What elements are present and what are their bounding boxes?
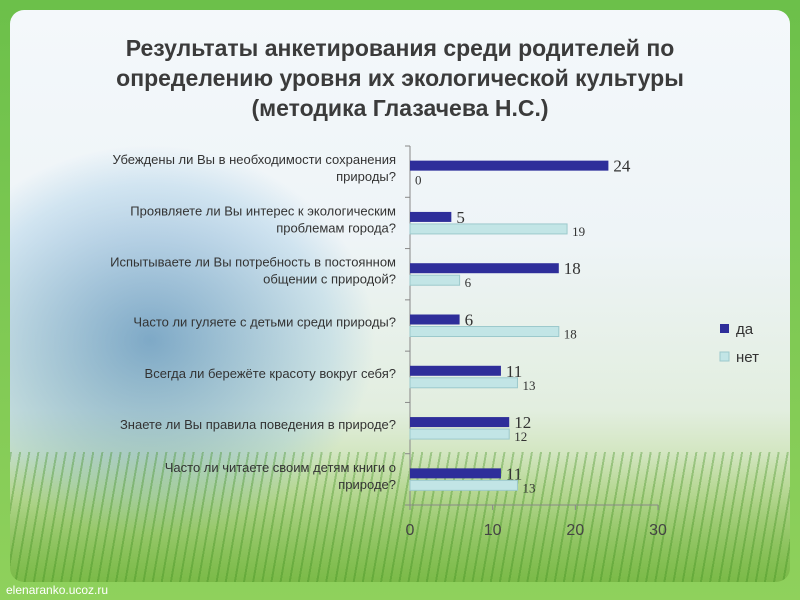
bar-yes <box>410 365 501 376</box>
data-label-no: 18 <box>564 327 577 342</box>
data-label-yes: 12 <box>514 413 531 432</box>
data-label-yes: 11 <box>506 464 522 483</box>
title-line-3: (методика Глазачева Н.С.) <box>251 95 549 121</box>
data-label-yes: 24 <box>613 157 631 176</box>
category-label: проблемам города? <box>276 220 396 235</box>
title-line-1: Результаты анкетирования среди родителей… <box>125 35 675 61</box>
bar-no <box>409 377 518 389</box>
category-label: общении с природой? <box>263 272 396 287</box>
category-label: природы? <box>336 169 396 184</box>
data-label-yes: 11 <box>506 362 522 381</box>
bar-yes <box>410 468 501 479</box>
data-label-no: 6 <box>465 275 472 290</box>
category-label: Всегда ли бережёте красоту вокруг себя? <box>145 366 396 381</box>
bar-yes <box>410 314 460 325</box>
slide-background <box>10 10 790 582</box>
data-label-no: 12 <box>514 429 527 444</box>
legend-label: нет <box>736 349 759 366</box>
slide-title: Результаты анкетирования среди родителей… <box>60 33 740 123</box>
category-label: Часто ли читаете своим детям книги о <box>165 460 396 475</box>
bar-no <box>409 223 568 235</box>
data-label-yes: 5 <box>456 208 465 227</box>
x-tick-label: 20 <box>566 522 584 539</box>
legend-label: да <box>736 321 754 338</box>
category-label: Убеждены ли Вы в необходимости сохранени… <box>113 152 396 167</box>
data-label-no: 0 <box>415 173 422 188</box>
bar-no <box>409 479 518 491</box>
bar-yes <box>410 160 609 171</box>
grass-decoration <box>10 452 790 582</box>
x-tick-label: 30 <box>649 522 667 539</box>
category-label: Знаете ли Вы правила поведения в природе… <box>120 417 396 432</box>
legend-swatch <box>720 324 729 333</box>
bar-no <box>409 326 560 337</box>
data-label-yes: 6 <box>465 311 474 330</box>
data-label-no: 13 <box>522 378 535 393</box>
bar-yes <box>410 263 559 274</box>
category-label: природе? <box>338 477 396 492</box>
x-tick-label: 10 <box>484 522 502 539</box>
bar-yes <box>410 417 510 428</box>
legend-swatch <box>719 351 730 362</box>
footer-url: elenaranko.ucoz.ru <box>6 583 109 597</box>
x-tick-label: 0 <box>406 522 415 539</box>
bar-no <box>409 428 510 440</box>
category-label: Проявляете ли Вы интерес к экологическим <box>130 203 396 218</box>
category-label: Часто ли гуляете с детьми среди природы? <box>133 315 396 330</box>
category-label: Испытываете ли Вы потребность в постоянн… <box>110 255 396 270</box>
bar-yes <box>410 211 452 222</box>
data-label-no: 19 <box>572 224 585 239</box>
bar-no <box>409 274 461 286</box>
data-label-no: 13 <box>522 480 535 495</box>
data-label-yes: 18 <box>564 259 581 278</box>
title-line-2: определению уровня их экологической куль… <box>116 65 684 91</box>
